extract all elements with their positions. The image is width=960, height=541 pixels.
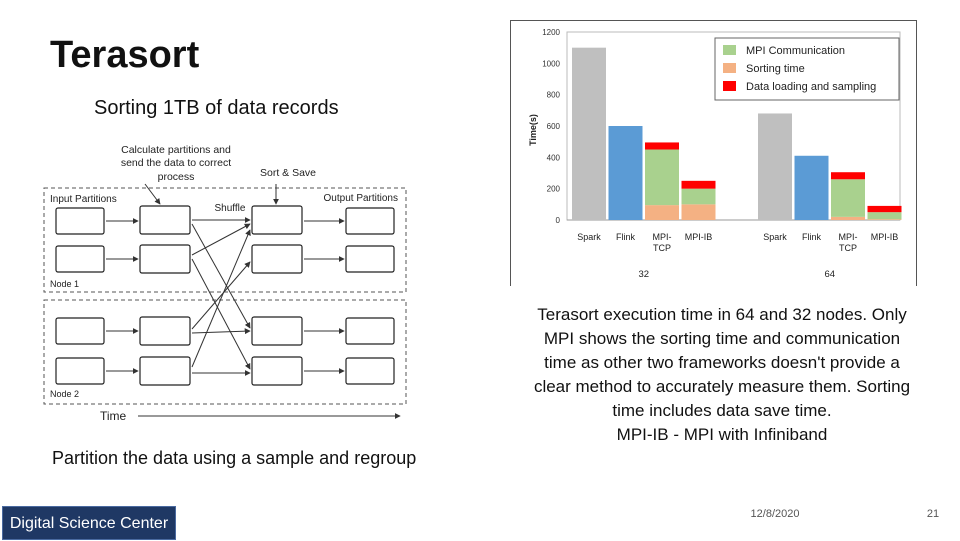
sort-save-annotation: Sort & Save: [260, 167, 316, 179]
x-tick-label: MPI-: [653, 232, 672, 242]
bar-segment-communication: [681, 188, 716, 205]
slide-title: Terasort: [50, 34, 200, 76]
y-tick-label: 0: [556, 216, 561, 225]
shuffle-arrow: [191, 258, 251, 370]
chart-caption-line: MPI-IB - MPI with Infiniband: [616, 425, 828, 444]
input-partitions-label: Input Partitions: [50, 194, 117, 205]
input-partition-box: [55, 357, 105, 385]
diagram-caption: Partition the data using a sample and re…: [52, 448, 417, 468]
input-partition-box: [55, 245, 105, 273]
legend-swatch: [723, 45, 736, 55]
input-partition-box: [55, 317, 105, 345]
partition-annotation-line-1: Calculate partitions and: [121, 144, 231, 156]
bar-spark: [758, 113, 792, 220]
sorter-box: [251, 356, 303, 386]
node-2-region: [43, 299, 407, 405]
chart-caption-line: MPI shows the sorting time and communica…: [543, 329, 901, 348]
bar-flink: [608, 126, 643, 220]
output-partition-box: [345, 357, 395, 385]
partitioner-box: [139, 205, 191, 235]
bar-segment-sorting: [681, 204, 716, 220]
y-tick-label: 600: [547, 122, 561, 131]
shuffle-arrow: [191, 328, 251, 335]
partition-annotation-line-3: process: [158, 171, 195, 183]
x-tick-label: Flink: [616, 232, 636, 242]
y-tick-label: 1200: [542, 28, 560, 37]
y-tick-label: 400: [547, 153, 561, 162]
partitioner-box: [139, 244, 191, 274]
y-tick-label: 200: [547, 185, 561, 194]
y-tick-label: 1000: [542, 59, 560, 68]
slide-subtitle: Sorting 1TB of data records: [94, 97, 339, 119]
footer-org-badge: Digital Science Center: [2, 506, 176, 540]
bar-segment-sorting: [831, 216, 865, 220]
output-partition-box: [345, 245, 395, 273]
partitioner-box: [139, 316, 191, 346]
node-1-region: [43, 187, 407, 293]
footer-page-number: 21: [926, 508, 940, 520]
bar-segment-loading: [867, 205, 902, 213]
chart-caption-line: time as other two frameworks doesn't pro…: [544, 353, 900, 372]
sorter-box: [251, 316, 303, 346]
bar-segment-communication: [645, 149, 679, 206]
output-partitions-label: Output Partitions: [324, 193, 398, 204]
x-tick-label: TCP: [653, 243, 671, 253]
group-label: 64: [824, 269, 835, 280]
bar-segment-sorting: [645, 205, 679, 220]
terasort-flow-diagram: Calculate partitions and send the data t…: [43, 144, 407, 423]
shuffle-arrow: [191, 229, 251, 368]
output-partition-box: [345, 207, 395, 235]
partition-annotation-line-2: send the data to correct: [121, 157, 231, 169]
x-tick-label: Spark: [577, 232, 601, 242]
terasort-execution-chart: Time(s) 0 200 400 600 800 1000 1200 Spark Flink…: [510, 20, 917, 286]
output-partition-box: [345, 317, 395, 345]
x-tick-label: MPI-IB: [871, 232, 899, 242]
sorter-box: [251, 244, 303, 274]
chart-caption-line: Terasort execution time in 64 and 32 nod…: [537, 305, 907, 324]
x-tick-label: Spark: [763, 232, 787, 242]
group-label: 32: [638, 269, 649, 280]
legend-label: Sorting time: [746, 63, 805, 75]
bar-flink: [794, 155, 829, 220]
legend-box: [714, 37, 900, 101]
legend-label: Data loading and sampling: [746, 81, 876, 93]
x-tick-label: MPI-: [839, 232, 858, 242]
partitioner-box: [139, 356, 191, 386]
footer-date: 12/8/2020: [750, 508, 800, 520]
bar-segment-loading: [681, 180, 716, 189]
legend-swatch: [723, 63, 736, 73]
legend-label: MPI Communication: [746, 45, 845, 57]
y-tick-label: 800: [547, 91, 561, 100]
shuffle-arrow: [191, 223, 251, 329]
node-2-label: Node 2: [50, 389, 79, 399]
x-tick-label: MPI-IB: [685, 232, 713, 242]
chart-caption: Terasort execution time in 64 and 32 nod…: [512, 303, 932, 447]
shuffle-label: Shuffle: [215, 203, 246, 214]
bar-segment-loading: [645, 142, 679, 150]
x-tick-label: TCP: [839, 243, 857, 253]
shuffle-arrow: [191, 261, 251, 330]
shuffle-arrow: [191, 223, 251, 256]
time-axis-label: Time: [100, 409, 127, 423]
bar-segment-communication: [867, 212, 902, 220]
input-partition-box: [55, 207, 105, 235]
bar-segment-communication: [831, 179, 865, 217]
legend-swatch: [723, 81, 736, 91]
x-tick-label: Flink: [802, 232, 822, 242]
y-axis-label: Time(s): [528, 114, 538, 146]
partition-pointer: [144, 183, 161, 205]
chart-caption-line: time includes data save time.: [612, 401, 832, 420]
sorter-box: [251, 205, 303, 235]
bar-segment-sorting: [867, 219, 902, 220]
chart-caption-line: clear method to accurately measure them.…: [533, 377, 911, 396]
node-1-label: Node 1: [50, 279, 79, 289]
bar-spark: [572, 47, 606, 221]
bar-segment-loading: [831, 172, 865, 180]
